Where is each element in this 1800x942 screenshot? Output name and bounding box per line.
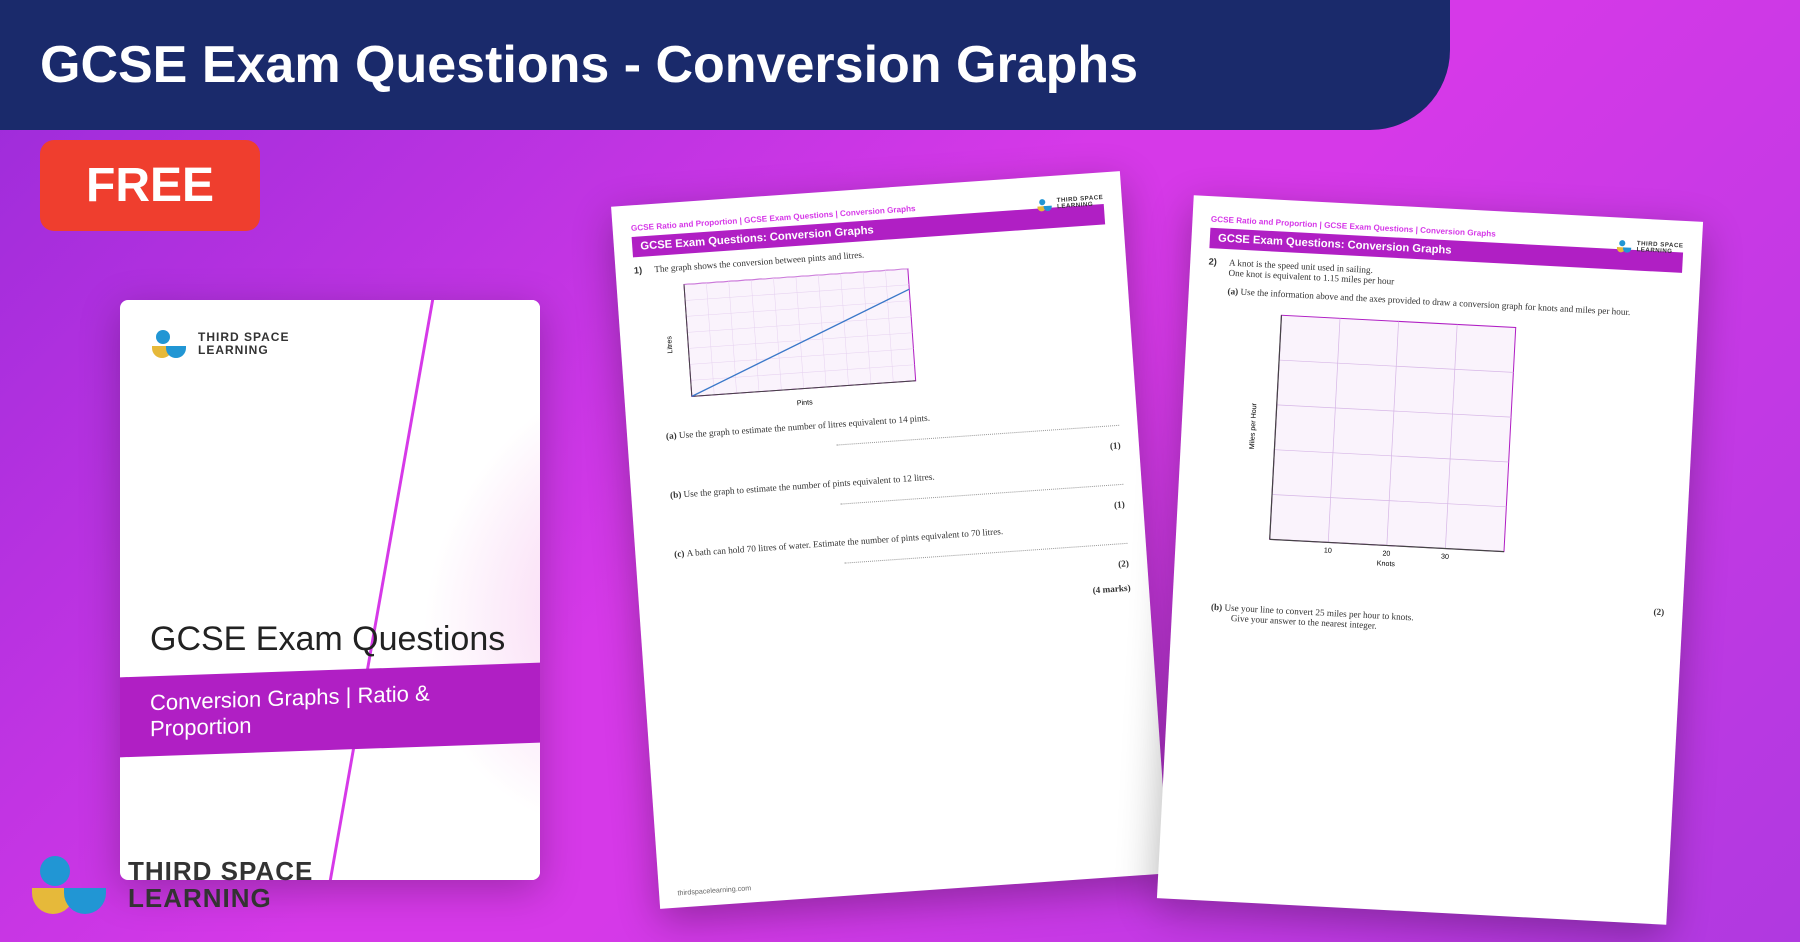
free-badge: FREE bbox=[40, 140, 260, 231]
question-number: 2) bbox=[1208, 256, 1223, 277]
svg-text:10: 10 bbox=[1324, 546, 1332, 554]
logo-icon bbox=[30, 856, 110, 914]
x-axis-label: Knots bbox=[1377, 559, 1396, 568]
logo-text: THIRD SPACELEARNING bbox=[198, 331, 289, 357]
cover-card: THIRD SPACELEARNING GCSE Exam Questions … bbox=[120, 300, 540, 880]
svg-text:30: 30 bbox=[1441, 553, 1449, 561]
y-axis-label: Litres bbox=[665, 335, 674, 353]
logo-text: THIRD SPACELEARNING bbox=[128, 858, 313, 913]
cover-subtitle-band: Conversion Graphs | Ratio & Proportion bbox=[120, 663, 540, 758]
promo-canvas: GCSE Exam Questions - Conversion Graphs … bbox=[0, 0, 1800, 942]
worksheet-page-2: THIRD SPACELEARNING GCSE Ratio and Propo… bbox=[1157, 195, 1703, 925]
worksheet-page-1: THIRD SPACELEARNING GCSE Ratio and Propo… bbox=[611, 171, 1169, 909]
header-title: GCSE Exam Questions - Conversion Graphs bbox=[40, 35, 1138, 95]
svg-text:20: 20 bbox=[1382, 549, 1390, 557]
conversion-line-chart: Pints Litres bbox=[655, 262, 930, 423]
brand-logo: THIRD SPACELEARNING bbox=[150, 330, 289, 358]
question-number: 1) bbox=[634, 265, 649, 276]
footer-url: thirdspacelearning.com bbox=[677, 885, 751, 897]
cover-decor-swoosh bbox=[329, 300, 540, 880]
logo-icon bbox=[150, 330, 188, 358]
cover-title: GCSE Exam Questions bbox=[150, 620, 505, 659]
blank-conversion-grid: Knots Miles per Hour 10 20 30 bbox=[1233, 305, 1532, 585]
x-axis-label: Pints bbox=[797, 398, 814, 407]
corner-brand-logo: THIRD SPACELEARNING bbox=[30, 856, 313, 914]
header-bar: GCSE Exam Questions - Conversion Graphs bbox=[0, 0, 1450, 130]
y-axis-label: Miles per Hour bbox=[1248, 402, 1258, 449]
